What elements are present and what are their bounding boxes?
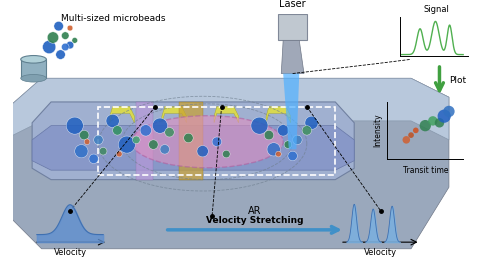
Circle shape xyxy=(284,141,292,148)
Polygon shape xyxy=(32,102,354,180)
Polygon shape xyxy=(32,126,354,170)
Circle shape xyxy=(288,151,298,161)
Circle shape xyxy=(251,117,268,134)
Circle shape xyxy=(413,128,418,133)
Circle shape xyxy=(184,133,193,143)
Circle shape xyxy=(420,120,431,131)
Text: Velocity: Velocity xyxy=(54,248,86,257)
Polygon shape xyxy=(136,102,154,180)
Circle shape xyxy=(132,136,140,144)
Polygon shape xyxy=(4,78,449,140)
Circle shape xyxy=(292,135,302,145)
Circle shape xyxy=(428,116,438,126)
Circle shape xyxy=(112,126,122,135)
Circle shape xyxy=(402,136,410,144)
Circle shape xyxy=(197,145,208,157)
Text: Laser: Laser xyxy=(280,0,306,9)
Circle shape xyxy=(72,38,78,43)
Circle shape xyxy=(66,41,74,49)
Polygon shape xyxy=(283,74,300,149)
Polygon shape xyxy=(162,107,186,123)
Circle shape xyxy=(222,150,230,158)
Circle shape xyxy=(56,50,66,59)
Circle shape xyxy=(48,32,58,43)
Polygon shape xyxy=(266,107,290,123)
Circle shape xyxy=(84,139,90,145)
Circle shape xyxy=(74,145,88,158)
Text: AR: AR xyxy=(248,206,262,216)
Text: Transit time: Transit time xyxy=(402,166,448,175)
Circle shape xyxy=(276,151,281,157)
Circle shape xyxy=(438,109,451,123)
Circle shape xyxy=(264,130,274,140)
Circle shape xyxy=(118,136,136,153)
Circle shape xyxy=(305,116,318,129)
Circle shape xyxy=(434,118,444,128)
Circle shape xyxy=(66,117,84,134)
Circle shape xyxy=(62,32,69,39)
Circle shape xyxy=(278,125,289,136)
Circle shape xyxy=(408,132,414,138)
Text: Signal: Signal xyxy=(424,5,450,14)
Circle shape xyxy=(160,145,170,154)
Polygon shape xyxy=(278,14,307,41)
Polygon shape xyxy=(110,107,134,123)
Circle shape xyxy=(100,148,107,155)
Polygon shape xyxy=(4,78,449,249)
Circle shape xyxy=(164,128,174,137)
Text: Plot: Plot xyxy=(449,76,466,85)
Polygon shape xyxy=(282,41,304,74)
Circle shape xyxy=(116,151,122,157)
Circle shape xyxy=(94,135,103,145)
Text: Velocity: Velocity xyxy=(364,248,398,257)
Polygon shape xyxy=(20,59,46,78)
Polygon shape xyxy=(179,102,203,180)
Text: Intensity: Intensity xyxy=(374,114,382,147)
Polygon shape xyxy=(214,107,238,123)
Circle shape xyxy=(62,43,69,51)
Ellipse shape xyxy=(20,74,46,82)
Circle shape xyxy=(140,125,151,136)
Circle shape xyxy=(54,21,64,31)
Text: Velocity Stretching: Velocity Stretching xyxy=(206,216,304,225)
Text: Multi-sized microbeads: Multi-sized microbeads xyxy=(60,14,165,23)
Circle shape xyxy=(444,106,454,117)
Circle shape xyxy=(267,143,280,156)
Circle shape xyxy=(67,25,73,31)
Circle shape xyxy=(152,118,168,133)
Circle shape xyxy=(89,154,99,164)
Circle shape xyxy=(212,137,222,146)
Circle shape xyxy=(106,114,120,128)
Circle shape xyxy=(148,140,158,149)
Circle shape xyxy=(42,41,56,54)
Ellipse shape xyxy=(20,55,46,63)
Ellipse shape xyxy=(132,116,283,168)
Circle shape xyxy=(80,130,89,140)
Circle shape xyxy=(302,126,312,135)
